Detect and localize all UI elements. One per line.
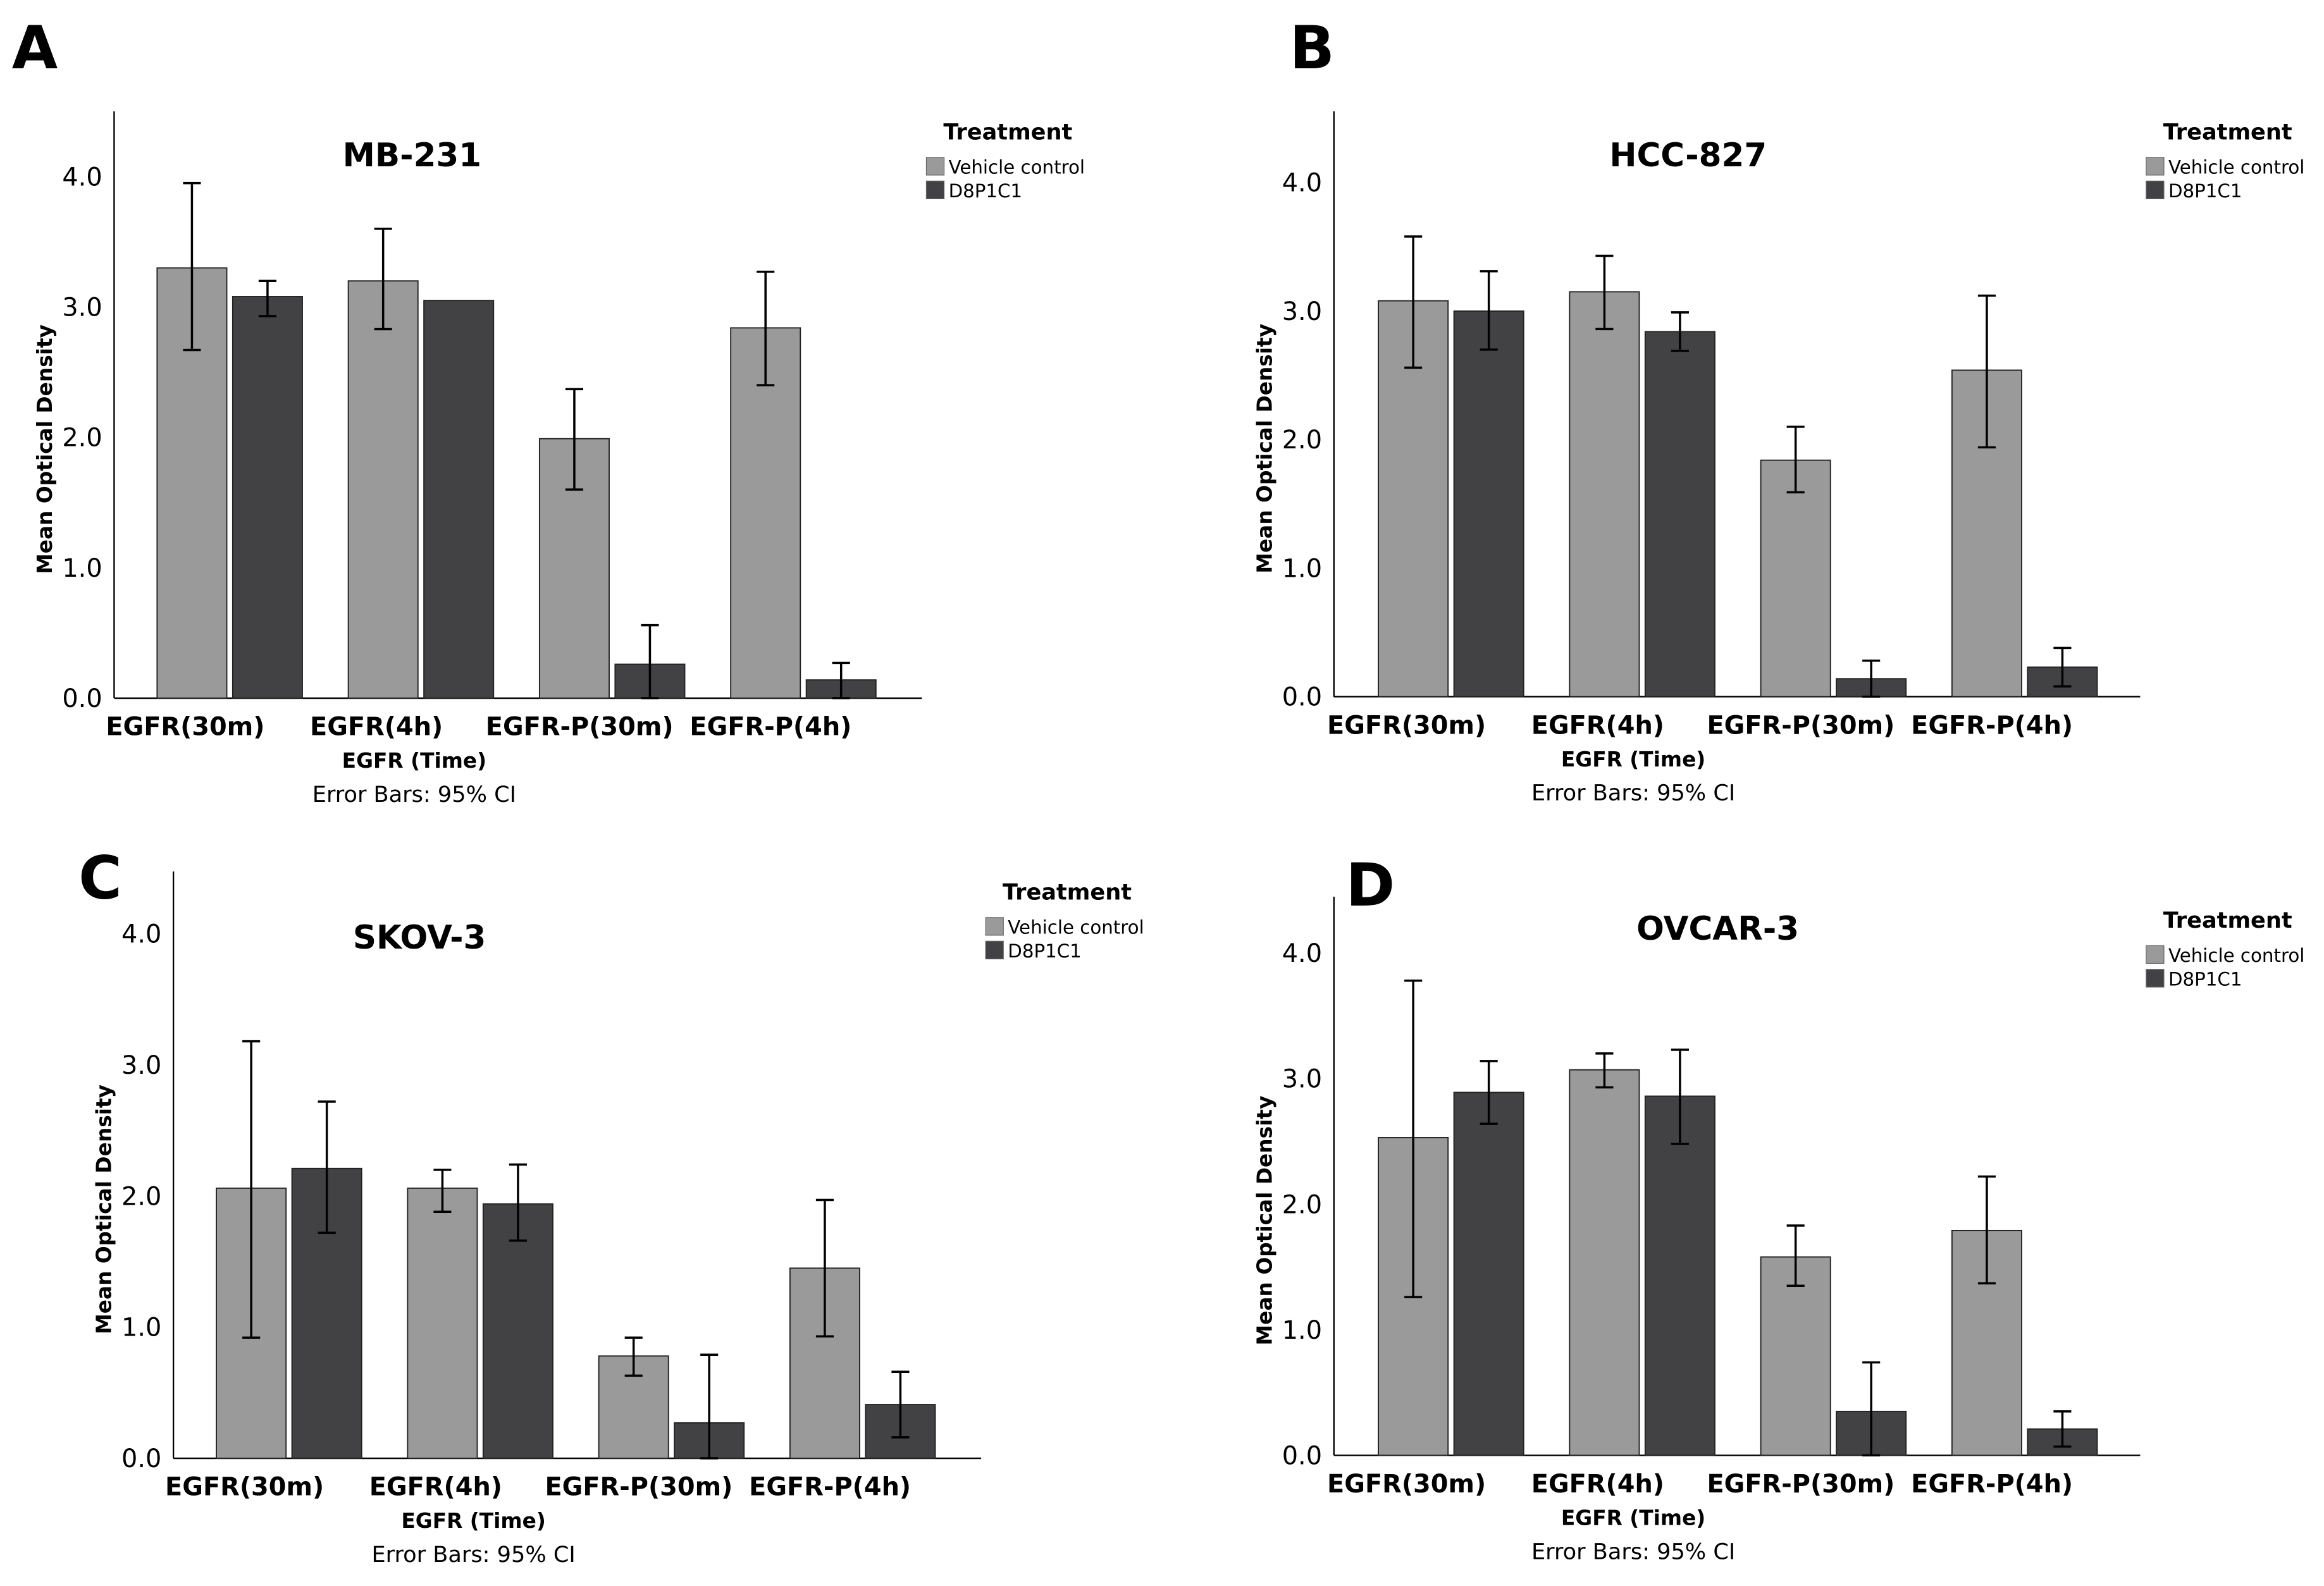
error-bar-note: Error Bars: 95% CI bbox=[371, 1542, 575, 1568]
x-tick-label: EGFR-P(4h) bbox=[1911, 1470, 2073, 1499]
bar-vehicle-control bbox=[1569, 1069, 1640, 1456]
legend-swatch bbox=[2146, 945, 2165, 964]
chart-panel-a: A MB-231 0.0 1.0 2.0 3.0 4.0 Mean Optical Densi… bbox=[12, 14, 1085, 808]
x-axis-label: EGFR (Time) bbox=[1561, 747, 1705, 771]
panel-letter: D bbox=[1346, 851, 1395, 920]
panel-letter: B bbox=[1290, 14, 1335, 83]
legend-swatch bbox=[2146, 157, 2165, 176]
legend-swatch bbox=[2146, 969, 2165, 988]
chart-title: SKOV-3 bbox=[353, 919, 486, 957]
y-tick-label: 2.0 bbox=[1282, 1190, 1322, 1219]
x-tick-label: EGFR-P(30m) bbox=[1707, 711, 1894, 740]
bar-vehicle-control bbox=[1760, 459, 1831, 698]
y-axis-label: Mean Optical Density bbox=[92, 1085, 116, 1334]
legend-title: Treatment bbox=[2163, 907, 2292, 933]
y-tick-label: 1.0 bbox=[62, 554, 102, 583]
bar-vehicle-control bbox=[730, 327, 801, 699]
legend-item: Vehicle control bbox=[2168, 945, 2304, 966]
chart-panel-c: C SKOV-3 0.0 1.0 2.0 3.0 4.0 Mean Optical Densi… bbox=[78, 844, 1144, 1568]
bar-d8p1c1 bbox=[423, 300, 495, 699]
x-tick-label: EGFR(30m) bbox=[106, 713, 264, 742]
error-bar-note: Error Bars: 95% CI bbox=[312, 782, 516, 808]
y-tick-label: 2.0 bbox=[121, 1182, 161, 1211]
x-tick-label: EGFR(30m) bbox=[1327, 1470, 1486, 1499]
bar-vehicle-control bbox=[407, 1187, 478, 1459]
bar-d8p1c1 bbox=[1644, 331, 1715, 698]
x-tick-label: EGFR-P(30m) bbox=[545, 1473, 732, 1502]
legend-item: Vehicle control bbox=[949, 157, 1085, 178]
bar-d8p1c1 bbox=[1453, 310, 1524, 698]
y-tick-label: 3.0 bbox=[121, 1051, 161, 1080]
chart-title: OVCAR-3 bbox=[1636, 910, 1799, 948]
legend-item: Vehicle control bbox=[2168, 157, 2304, 178]
legend-swatch bbox=[985, 940, 1004, 960]
x-axis-label: EGFR (Time) bbox=[1561, 1506, 1705, 1530]
y-tick-label: 4.0 bbox=[121, 920, 161, 949]
y-tick-label: 3.0 bbox=[1282, 1065, 1322, 1094]
x-tick-label: EGFR(4h) bbox=[369, 1473, 502, 1502]
y-tick-label: 1.0 bbox=[121, 1313, 161, 1343]
y-tick-label: 3.0 bbox=[1282, 297, 1322, 326]
y-axis-label: Mean Optical Density bbox=[33, 324, 57, 574]
legend-swatch bbox=[925, 180, 945, 199]
y-axis-label: Mean Optical Density bbox=[1252, 324, 1276, 574]
bar-d8p1c1 bbox=[1453, 1091, 1524, 1456]
y-tick-label: 2.0 bbox=[1282, 426, 1322, 455]
x-axis-label: EGFR (Time) bbox=[342, 749, 486, 773]
bar-vehicle-control bbox=[347, 280, 419, 699]
x-tick-label: EGFR(30m) bbox=[165, 1473, 324, 1502]
error-bar-note: Error Bars: 95% CI bbox=[1531, 780, 1735, 806]
legend-item: D8P1C1 bbox=[1008, 940, 1081, 962]
chart-title: MB-231 bbox=[343, 137, 482, 175]
y-tick-label: 4.0 bbox=[1282, 939, 1322, 968]
y-tick-label: 3.0 bbox=[62, 293, 102, 323]
y-tick-label: 0.0 bbox=[62, 684, 102, 713]
x-tick-label: EGFR(4h) bbox=[1531, 1470, 1664, 1499]
bar-d8p1c1 bbox=[232, 296, 303, 699]
chart-panel-d: D OVCAR-3 0.0 1.0 2.0 3.0 4.0 Mean Optical Dens… bbox=[1252, 851, 2304, 1564]
legend-swatch bbox=[985, 917, 1004, 936]
panel-letter: C bbox=[78, 844, 122, 913]
y-tick-label: 4.0 bbox=[62, 163, 102, 192]
x-tick-label: EGFR-P(4h) bbox=[689, 713, 851, 742]
bar-d8p1c1 bbox=[1644, 1095, 1715, 1456]
y-tick-label: 1.0 bbox=[1282, 1316, 1322, 1345]
legend-swatch bbox=[925, 157, 945, 176]
y-axis-label: Mean Optical Density bbox=[1252, 1096, 1276, 1346]
legend-item: Vehicle control bbox=[1008, 917, 1144, 938]
y-tick-label: 0.0 bbox=[1282, 1441, 1322, 1470]
legend-title: Treatment bbox=[1003, 880, 1132, 906]
y-tick-label: 0.0 bbox=[1282, 683, 1322, 712]
panel-letter: A bbox=[12, 14, 58, 83]
legend-item: D8P1C1 bbox=[949, 180, 1022, 202]
x-tick-label: EGFR-P(30m) bbox=[486, 713, 674, 742]
y-tick-label: 1.0 bbox=[1282, 554, 1322, 583]
x-tick-label: EGFR(4h) bbox=[1531, 711, 1664, 740]
bar-d8p1c1 bbox=[482, 1203, 553, 1459]
legend-item: D8P1C1 bbox=[2168, 969, 2242, 990]
legend-item: D8P1C1 bbox=[2168, 180, 2242, 202]
x-axis-label: EGFR (Time) bbox=[401, 1509, 545, 1533]
y-tick-label: 4.0 bbox=[1282, 169, 1322, 198]
chart-panel-b: B HCC-827 0.0 1.0 2.0 3.0 4.0 Mean Optical Dens… bbox=[1252, 14, 2304, 806]
x-tick-label: EGFR(4h) bbox=[310, 713, 443, 742]
y-tick-label: 0.0 bbox=[121, 1444, 161, 1473]
legend-swatch bbox=[2146, 180, 2165, 199]
bar-vehicle-control bbox=[1760, 1256, 1831, 1456]
error-bar-note: Error Bars: 95% CI bbox=[1531, 1539, 1735, 1564]
x-tick-label: EGFR(30m) bbox=[1327, 711, 1486, 740]
y-tick-label: 2.0 bbox=[62, 424, 102, 453]
x-tick-label: EGFR-P(30m) bbox=[1707, 1470, 1894, 1499]
bar-vehicle-control bbox=[1569, 291, 1640, 698]
chart-title: HCC-827 bbox=[1609, 137, 1767, 175]
legend-title: Treatment bbox=[943, 120, 1072, 145]
legend-title: Treatment bbox=[2163, 120, 2292, 145]
x-tick-label: EGFR-P(4h) bbox=[749, 1473, 911, 1502]
x-tick-label: EGFR-P(4h) bbox=[1911, 711, 2073, 740]
